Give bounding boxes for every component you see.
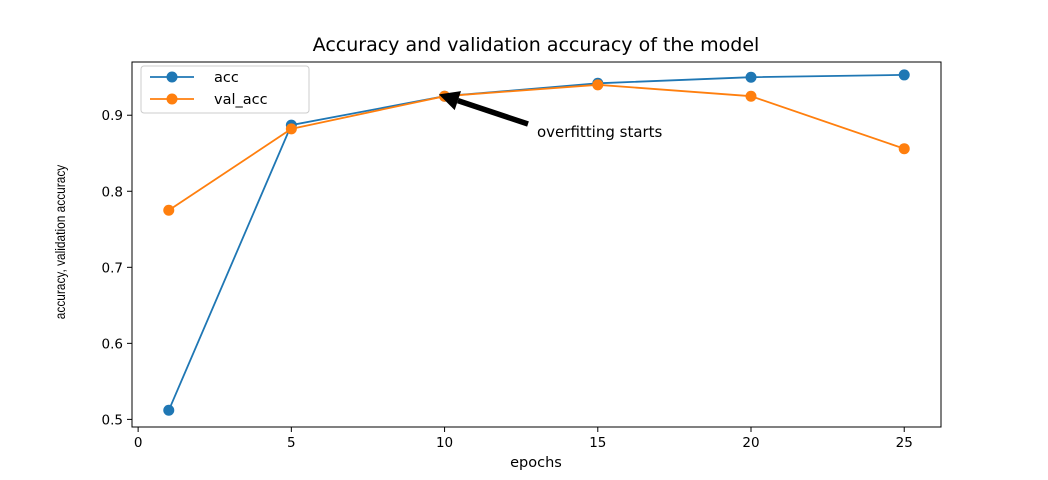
data-point-val-acc bbox=[285, 123, 297, 135]
x-tick-label: 20 bbox=[742, 435, 759, 451]
x-tick-label: 0 bbox=[134, 435, 143, 451]
y-tick-label: 0.5 bbox=[102, 412, 123, 428]
data-point-acc bbox=[898, 69, 910, 81]
legend-label-acc: acc bbox=[214, 70, 239, 86]
y-tick-label: 0.6 bbox=[102, 336, 123, 352]
legend-label-val-acc: val_acc bbox=[214, 92, 268, 108]
annotation-text: overfitting starts bbox=[537, 123, 663, 141]
data-point-acc bbox=[745, 71, 757, 83]
data-point-val-acc bbox=[898, 143, 910, 155]
x-tick-label: 10 bbox=[436, 435, 453, 451]
series-acc bbox=[163, 69, 910, 416]
plot-frame bbox=[131, 61, 942, 428]
legend-marker-acc bbox=[166, 71, 178, 83]
chart-title: Accuracy and validation accuracy of the … bbox=[313, 34, 760, 56]
x-tick-label: 25 bbox=[896, 435, 913, 451]
annotation: overfitting starts bbox=[438, 91, 663, 141]
x-tick-label: 5 bbox=[287, 435, 296, 451]
x-axis-label: epochs bbox=[510, 455, 562, 471]
data-point-val-acc bbox=[163, 204, 175, 216]
data-point-acc bbox=[163, 404, 175, 416]
annotation-arrow-head bbox=[438, 91, 462, 111]
data-point-val-acc bbox=[592, 79, 604, 91]
series-line-val-acc bbox=[168, 83, 905, 212]
x-tick-label: 15 bbox=[589, 435, 606, 451]
legend-marker-val-acc bbox=[166, 93, 178, 105]
y-axis-label: accuracy, validation accuracy bbox=[52, 164, 68, 319]
annotation-arrow-shaft bbox=[456, 98, 529, 127]
data-point-val-acc bbox=[745, 90, 757, 102]
y-tick-label: 0.9 bbox=[102, 108, 123, 124]
y-tick-label: 0.7 bbox=[102, 260, 123, 276]
y-tick-label: 0.8 bbox=[102, 184, 123, 200]
legend: acc val_acc bbox=[140, 65, 310, 114]
